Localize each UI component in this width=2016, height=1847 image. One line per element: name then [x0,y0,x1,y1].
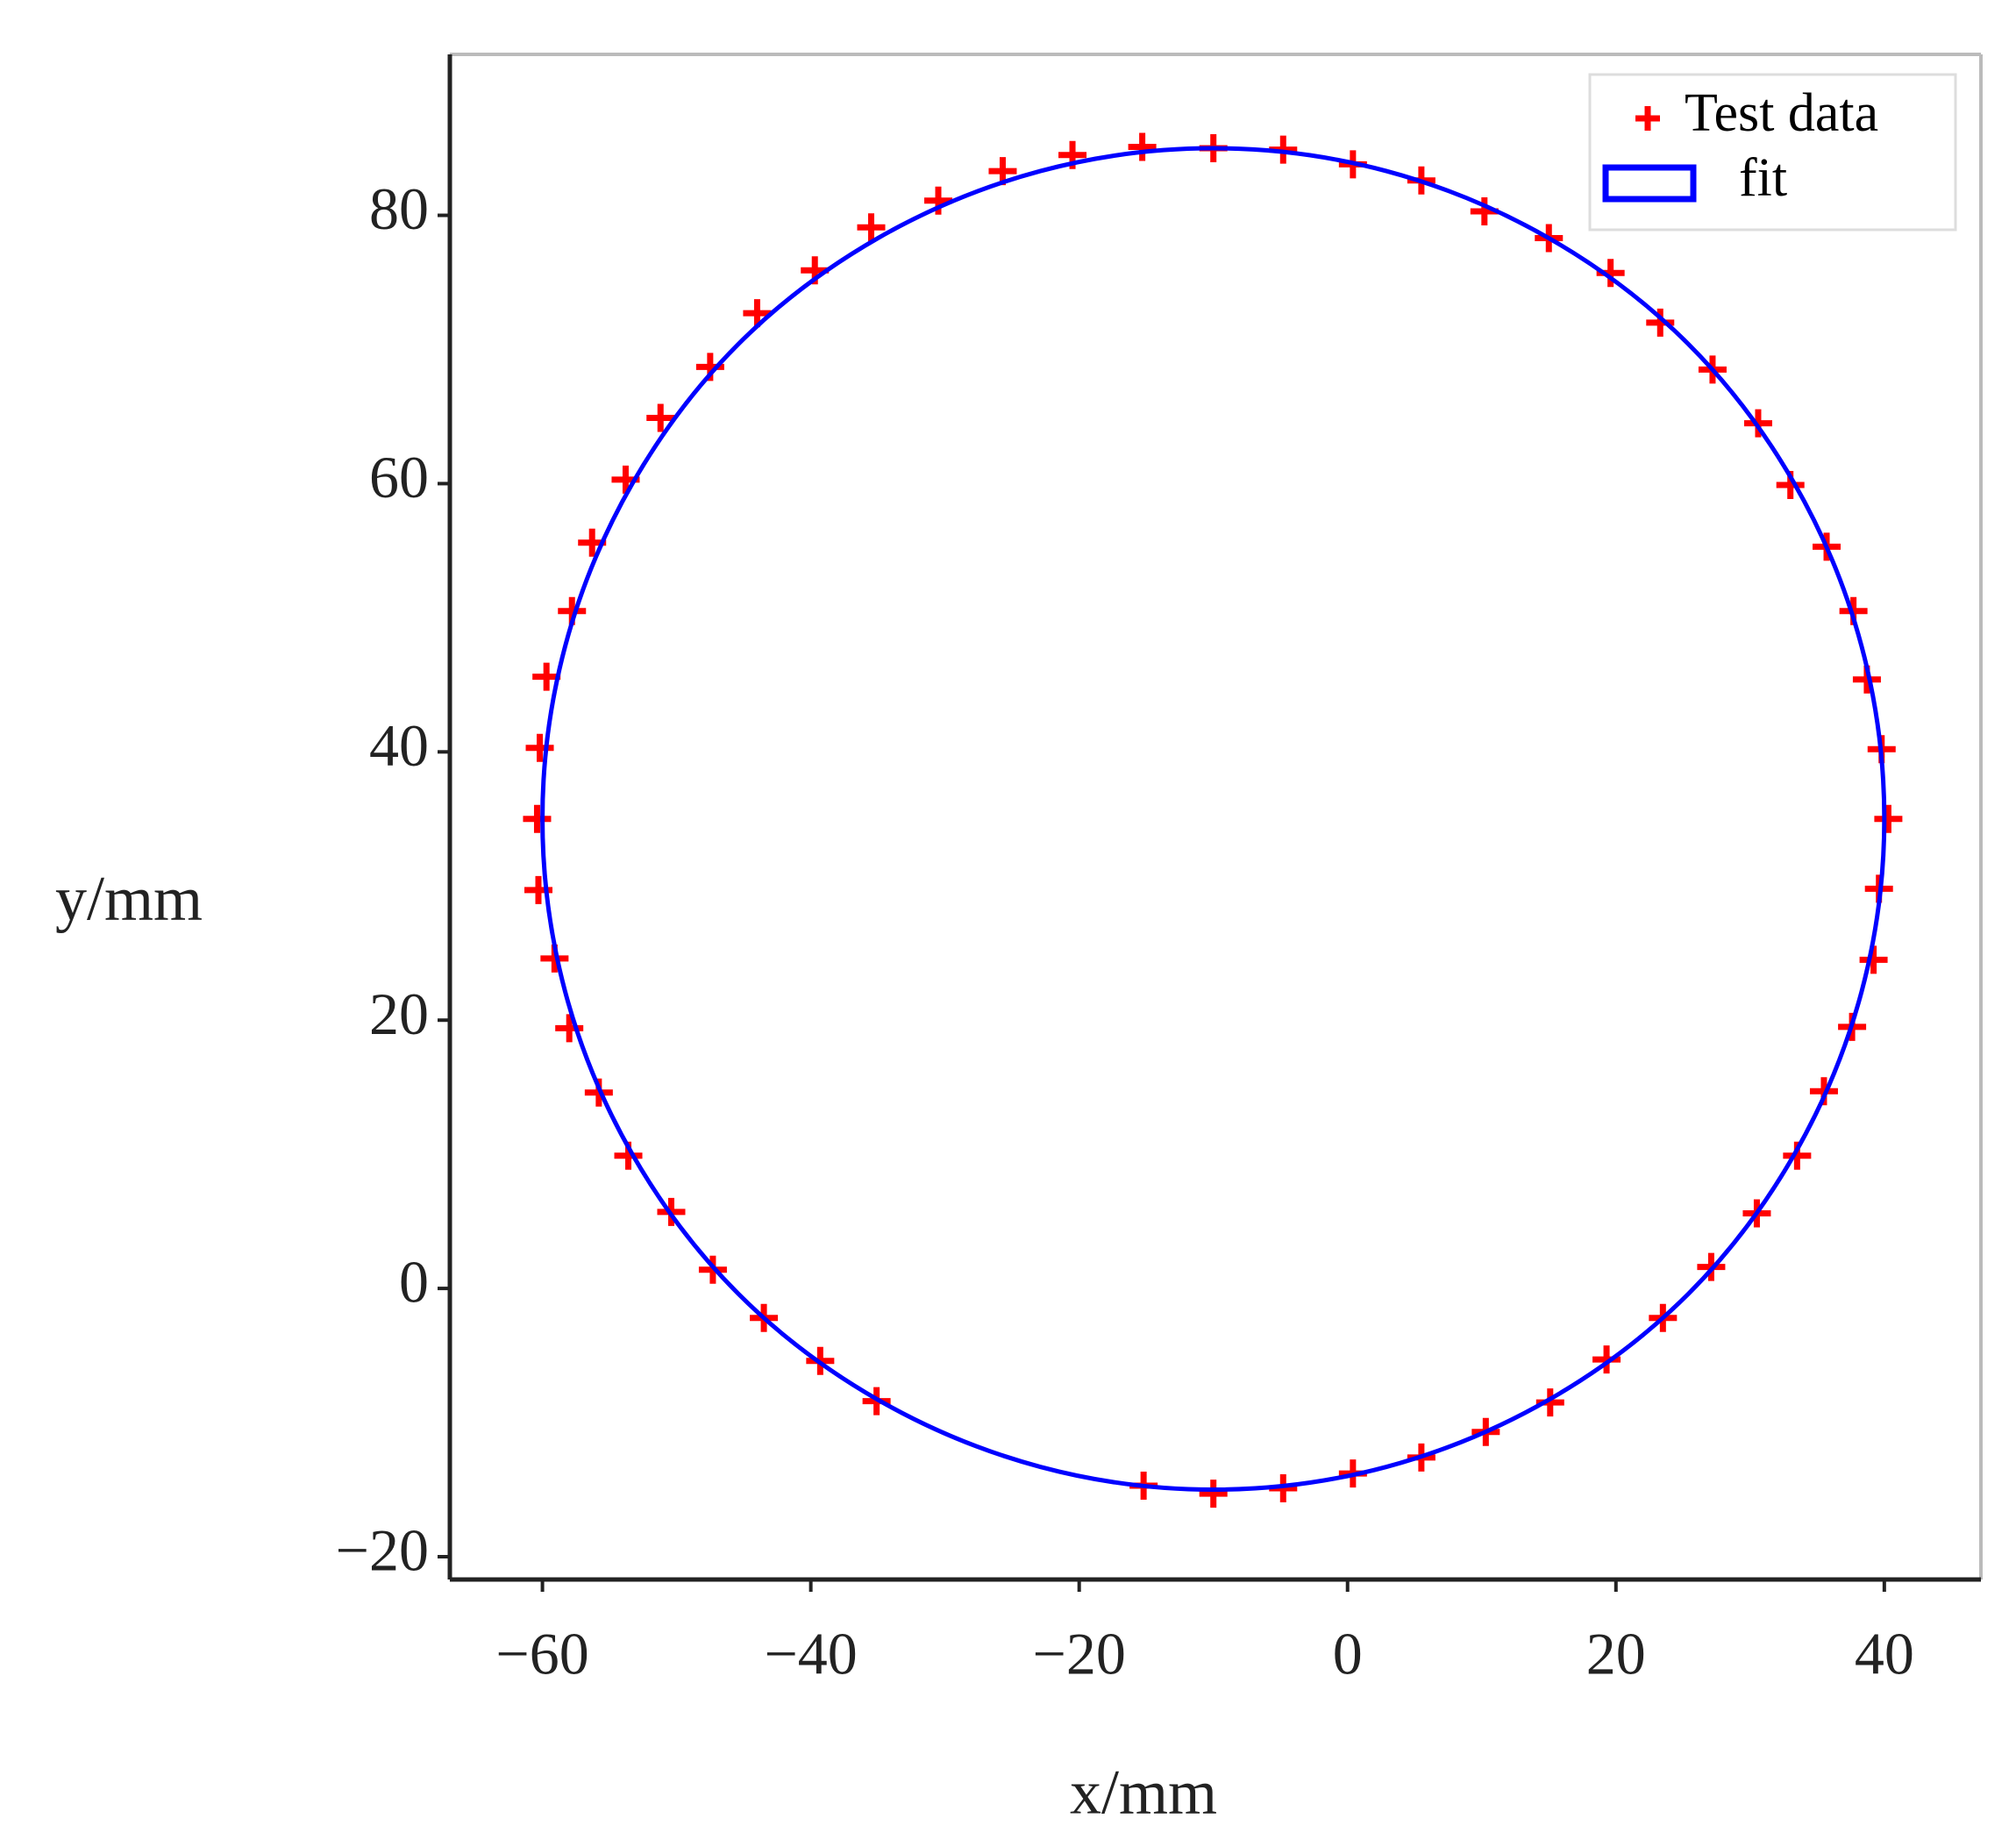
data-point [1128,132,1157,161]
data-point [646,403,675,432]
data-point [1646,308,1675,337]
data-point [1199,1480,1228,1508]
x-tick-label: −60 [495,1621,588,1687]
legend-marker [1602,164,1697,203]
data-point [1874,804,1903,833]
data-point [1592,1345,1621,1374]
x-tick-label: 40 [1855,1621,1914,1687]
y-tick-label: 20 [369,981,429,1047]
data-point [857,213,886,242]
data-point [924,186,953,215]
legend-box [1588,73,1957,232]
data-point [525,733,554,762]
legend-marker [1635,106,1660,131]
y-tick-label: 40 [369,712,429,779]
y-tick-label: −20 [336,1517,429,1584]
data-point [743,299,772,328]
y-tick-label: 80 [369,175,429,242]
y-tick-label: 0 [399,1249,429,1316]
x-tick-label: −20 [1033,1621,1126,1687]
y-tick-label: 60 [369,444,429,510]
legend-label: Test data [1685,83,1878,143]
x-tick-label: 0 [1333,1621,1363,1687]
x-axis-label: x/mm [1070,1758,1217,1828]
y-axis-label: y/mm [55,864,203,934]
x-tick-label: −40 [764,1621,857,1687]
legend-label: fit [1739,148,1787,208]
data-point [523,804,552,833]
data-point [555,1014,584,1043]
fit-line [540,146,1887,1493]
x-tick-label: 20 [1586,1621,1646,1687]
data-point [1859,945,1888,974]
legend: Test data fit [1588,73,1957,232]
